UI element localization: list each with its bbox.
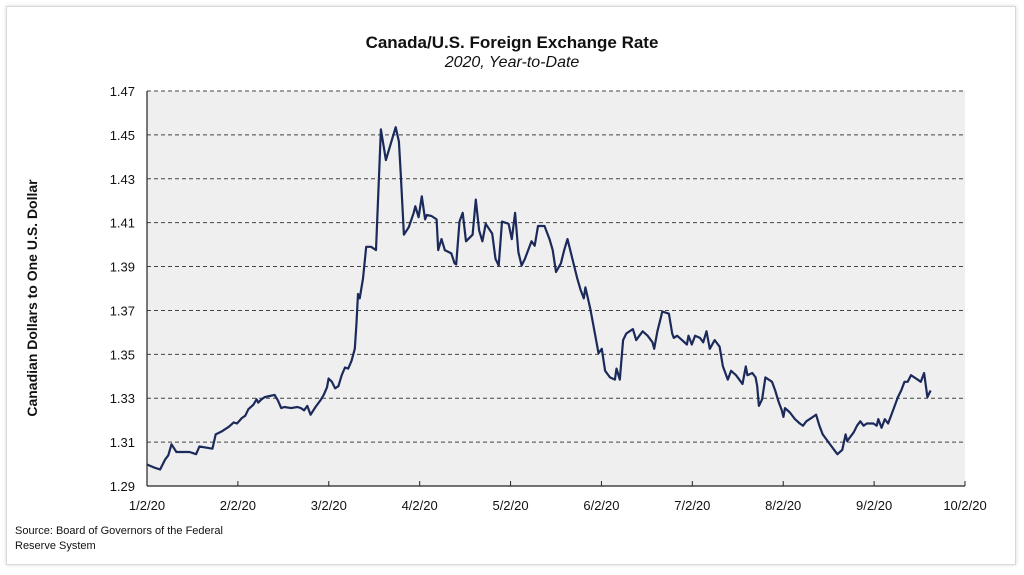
y-tick-label: 1.37 <box>110 303 135 318</box>
x-tick-label: 8/2/20 <box>765 498 801 513</box>
x-tick-label: 4/2/20 <box>402 498 438 513</box>
chart-subtitle: 2020, Year-to-Date <box>444 54 580 71</box>
y-tick-label: 1.43 <box>110 172 135 187</box>
x-tick-label: 3/2/20 <box>311 498 347 513</box>
chart-title: Canada/U.S. Foreign Exchange Rate <box>365 33 659 52</box>
exchange-rate-line <box>146 126 932 471</box>
plot-area <box>147 91 965 486</box>
y-tick-label: 1.33 <box>110 391 135 406</box>
x-tick-label: 10/2/20 <box>943 498 986 513</box>
x-tick-label: 9/2/20 <box>856 498 892 513</box>
y-tick-label: 1.41 <box>110 216 135 231</box>
y-tick-label: 1.39 <box>110 260 135 275</box>
x-tick-label: 2/2/20 <box>220 498 256 513</box>
y-tick-label: 1.29 <box>110 479 135 494</box>
x-tick-label: 5/2/20 <box>492 498 528 513</box>
y-tick-label: 1.35 <box>110 347 135 362</box>
x-tick-label: 7/2/20 <box>674 498 710 513</box>
source-note: Source: Board of Governors of the Federa… <box>15 525 223 552</box>
y-tick-label: 1.45 <box>110 128 135 143</box>
x-tick-label: 1/2/20 <box>129 498 165 513</box>
x-tick-label: 6/2/20 <box>583 498 619 513</box>
y-tick-label: 1.47 <box>110 84 135 99</box>
gridlines <box>147 90 965 443</box>
x-axis-ticks: 1/2/20 2/2/20 3/2/20 4/2/20 5/2/20 6/2/20 7/2/… <box>129 481 987 513</box>
y-axis-ticks: 1.29 1.31 1.33 1.35 1.37 1.39 1.41 1.43 1.45 1.47 <box>110 84 135 494</box>
y-tick-label: 1.31 <box>110 435 135 450</box>
